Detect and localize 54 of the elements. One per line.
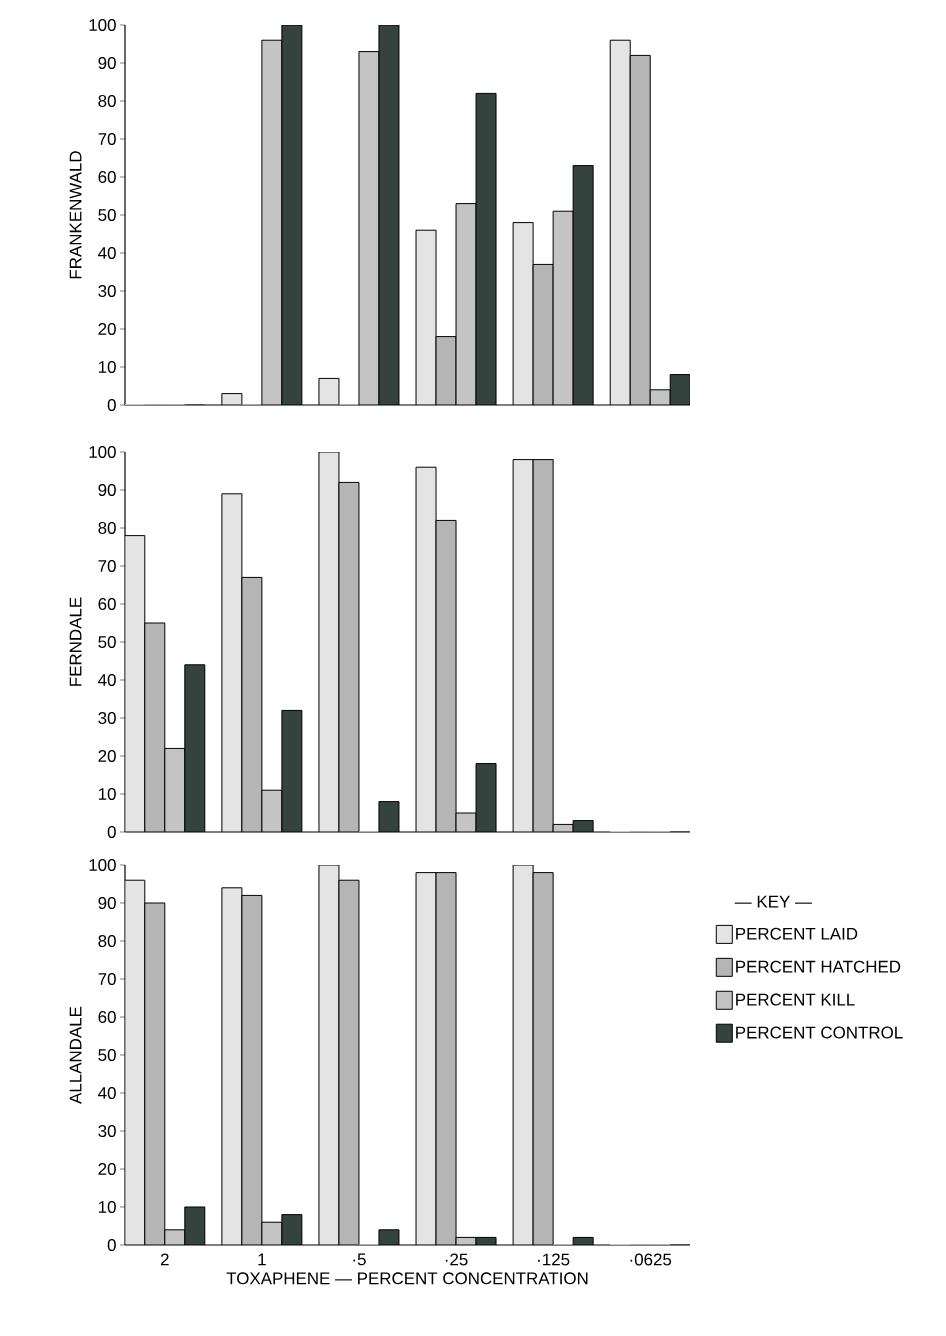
bar bbox=[184, 1207, 205, 1246]
bar bbox=[358, 51, 380, 406]
x-tick-label: ·125 bbox=[538, 1253, 570, 1266]
y-tick-label: 70 bbox=[98, 133, 116, 146]
bar bbox=[609, 39, 631, 406]
y-tick-label: 50 bbox=[98, 209, 116, 222]
y-tick-label: 40 bbox=[98, 1087, 116, 1100]
y-tick-label: 80 bbox=[98, 95, 116, 107]
x-tick-label: ·5 bbox=[353, 1253, 366, 1266]
y-tick-label: 30 bbox=[98, 285, 116, 298]
y-tick-label: 20 bbox=[98, 323, 116, 336]
legend-label: PERCENT HATCHED bbox=[736, 960, 901, 973]
y-tick-label: 60 bbox=[98, 1011, 116, 1024]
y-tick-label: 50 bbox=[98, 1049, 116, 1062]
y-tick-label: 10 bbox=[98, 361, 116, 374]
y-tick-label: 90 bbox=[98, 897, 116, 910]
y-tick-label: 40 bbox=[98, 674, 116, 687]
x-axis-title: TOXAPHENE — PERCENT CONCENTRATION bbox=[226, 1272, 588, 1285]
bar bbox=[629, 54, 651, 406]
y-tick-label: 0 bbox=[107, 1239, 116, 1252]
legend-label: PERCENT CONTROL bbox=[736, 1026, 903, 1039]
y-tick-label: 0 bbox=[107, 399, 116, 412]
y-axis-title: FRANKENWALD bbox=[69, 151, 82, 279]
x-tick-label: 2 bbox=[160, 1253, 169, 1266]
y-tick-label: 30 bbox=[98, 1125, 116, 1138]
y-axis-title: ALLANDALE bbox=[69, 1006, 82, 1104]
y-tick-label: 100 bbox=[89, 19, 116, 31]
y-tick-label: 100 bbox=[89, 859, 116, 872]
x-tick-label: ·0625 bbox=[630, 1253, 672, 1266]
bar bbox=[164, 747, 186, 833]
y-tick-label: 90 bbox=[98, 57, 116, 69]
y-tick-label: 70 bbox=[98, 560, 116, 573]
y-tick-label: 20 bbox=[98, 750, 116, 763]
x-tick-label: 1 bbox=[258, 1253, 266, 1266]
y-tick-label: 20 bbox=[98, 1163, 116, 1176]
y-axis-title: FERNDALE bbox=[69, 597, 82, 686]
y-tick-label: 60 bbox=[98, 598, 116, 611]
bar bbox=[261, 39, 283, 406]
legend-label: PERCENT LAID bbox=[736, 927, 858, 940]
y-tick-label: 80 bbox=[98, 935, 116, 948]
y-tick-label: 70 bbox=[98, 973, 116, 986]
legend-title: — KEY — bbox=[734, 895, 812, 908]
legend-label: PERCENT KILL bbox=[736, 993, 855, 1006]
y-tick-label: 100 bbox=[89, 446, 116, 459]
y-tick-label: 40 bbox=[98, 247, 116, 260]
y-tick-label: 60 bbox=[98, 171, 116, 184]
y-tick-label: 50 bbox=[98, 636, 116, 649]
y-tick-label: 30 bbox=[98, 712, 116, 725]
y-tick-label: 90 bbox=[98, 484, 116, 497]
y-tick-label: 0 bbox=[107, 826, 116, 839]
y-tick-label: 10 bbox=[98, 788, 116, 801]
x-tick-label: ·25 bbox=[445, 1253, 468, 1266]
y-tick-label: 10 bbox=[98, 1201, 116, 1214]
y-tick-label: 80 bbox=[98, 522, 116, 535]
